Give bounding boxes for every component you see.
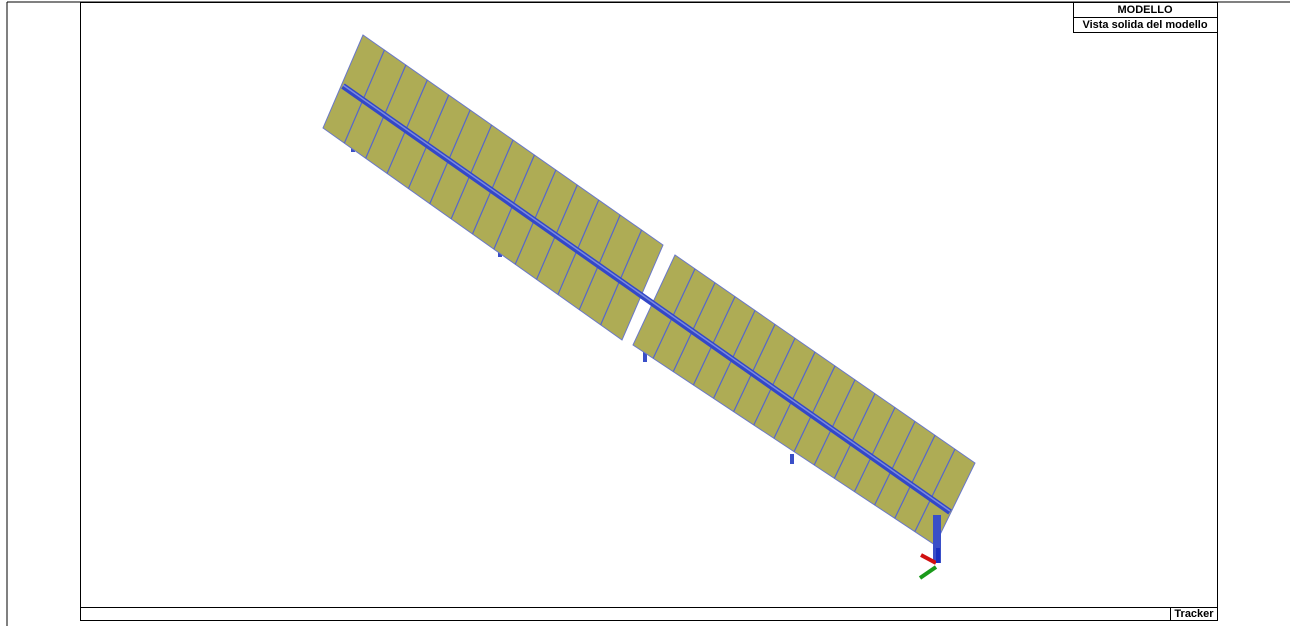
footer-label: Tracker — [1174, 608, 1214, 620]
model-view: MODELLO Vista solida del modello Tracker — [0, 0, 1290, 626]
page: MODELLO Vista solida del modello Tracker… — [0, 0, 1290, 626]
header-subtitle: Vista solida del modello — [1082, 19, 1207, 31]
torque-tube-highlight — [343, 85, 950, 511]
support-leg — [790, 454, 794, 464]
header-title: MODELLO — [1118, 4, 1173, 16]
tracker-model — [323, 35, 975, 563]
solar-panel — [633, 255, 975, 545]
y-axis-arrow — [920, 567, 936, 578]
torque-tube — [343, 86, 950, 512]
